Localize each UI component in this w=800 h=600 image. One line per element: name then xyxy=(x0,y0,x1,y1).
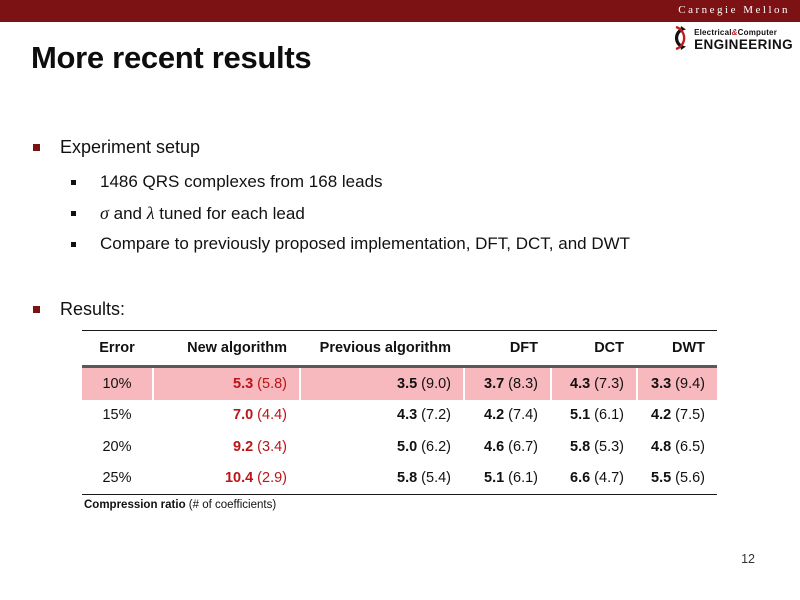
subbullet-compare: Compare to previously proposed implement… xyxy=(71,234,630,254)
error-cell: 25% xyxy=(102,470,132,487)
column-header-new-algorithm: New algorithm xyxy=(187,340,287,356)
value-cell: 6.6 (4.7) xyxy=(570,470,624,487)
error-cell: 15% xyxy=(102,407,132,424)
ece-logo-line1: Electrical&Computer xyxy=(694,28,778,38)
value-cell: 4.3 (7.3) xyxy=(552,368,636,400)
column-header-previous-algorithm: Previous algorithm xyxy=(319,340,451,356)
value-cell: 4.3 (7.2) xyxy=(397,407,451,424)
subbullet-sigma-lambda-label: σ and λ tuned for each lead xyxy=(100,203,305,223)
value-cell: 5.1 (6.1) xyxy=(484,470,538,487)
carnegie-mellon-wordmark: Carnegie Mellon xyxy=(678,4,790,16)
table-caption-rest: (# of coefficients) xyxy=(185,499,277,511)
bullet-results: Results: xyxy=(33,299,125,320)
subbullet-qrs-complexes-label: 1486 QRS complexes from 168 leads xyxy=(100,172,383,191)
lambda-symbol: λ xyxy=(146,203,155,223)
value-cell: 5.5 (5.6) xyxy=(651,470,705,487)
table-caption-bold: Compression ratio xyxy=(84,499,186,511)
value-cell: 3.7 (8.3) xyxy=(465,368,550,400)
value-cell: 7.0 (4.4) xyxy=(233,407,287,424)
bullet-square-icon xyxy=(71,211,76,216)
value-cell: 5.1 (6.1) xyxy=(570,407,624,424)
bullet-square-icon xyxy=(33,144,40,151)
error-cell: 10% xyxy=(82,368,152,400)
page-number: 12 xyxy=(741,552,755,566)
value-cell: 3.3 (9.4) xyxy=(638,368,717,400)
value-cell: 3.5 (9.0) xyxy=(301,368,463,400)
bullet-experiment-setup-label: Experiment setup xyxy=(60,137,201,157)
bullet-square-icon xyxy=(71,180,76,185)
subbullet-compare-label: Compare to previously proposed implement… xyxy=(100,234,631,253)
table-row-20%: 20% 9.2 (3.4) 5.0 (6.2) 4.6 (6.7) 5.8 (5.3) 4.8 (6… xyxy=(82,431,717,463)
column-header-dwt: DWT xyxy=(671,340,705,356)
results-table-header-row: Error New algorithm Previous algorithm DFT D… xyxy=(82,331,717,368)
table-row-15%: 15% 7.0 (4.4) 4.3 (7.2) 4.2 (7.4) 5.1 (6.1) 4.2 (7… xyxy=(82,400,717,432)
results-table: Error New algorithm Previous algorithm DFT D… xyxy=(82,330,717,495)
value-cell: 4.8 (6.5) xyxy=(651,438,705,455)
value-cell: 9.2 (3.4) xyxy=(233,438,287,455)
value-cell: 5.0 (6.2) xyxy=(397,438,451,455)
column-header-error: Error xyxy=(99,340,135,356)
error-cell: 20% xyxy=(102,438,132,455)
table-caption: Compression ratio (# of coefficients) xyxy=(84,499,276,511)
bullet-experiment-setup: Experiment setup xyxy=(33,137,200,158)
top-banner: Carnegie Mellon xyxy=(0,0,800,22)
value-cell: 10.4 (2.9) xyxy=(224,470,287,487)
ece-arrows-icon xyxy=(669,25,694,56)
slide-title: More recent results xyxy=(31,40,312,75)
sigma-symbol: σ xyxy=(100,203,109,223)
table-row-10%: 10% 5.3 (5.8) 3.5 (9.0) 3.7 (8.3) 4.3 (7.3) 3.3 (9… xyxy=(82,368,717,400)
ece-logo-line2: ENGINEERING xyxy=(694,37,793,53)
value-cell: 5.8 (5.4) xyxy=(397,470,451,487)
value-cell: 4.2 (7.4) xyxy=(484,407,538,424)
results-table-body: 10% 5.3 (5.8) 3.5 (9.0) 3.7 (8.3) 4.3 (7.3) 3.3 (9… xyxy=(82,368,717,494)
value-cell: 4.2 (7.5) xyxy=(651,407,705,424)
bullet-square-icon xyxy=(71,242,76,247)
table-row-25%: 25% 10.4 (2.9) 5.8 (5.4) 5.1 (6.1) 6.6 (4.7) 5.5(… xyxy=(82,463,717,495)
value-cell: 5.8 (5.3) xyxy=(570,438,624,455)
subbullet-qrs-complexes: 1486 QRS complexes from 168 leads xyxy=(71,172,383,192)
column-header-dct: DCT xyxy=(594,340,624,356)
bullet-square-icon xyxy=(33,306,40,313)
ece-logo: Electrical&Computer ENGINEERING xyxy=(669,25,793,56)
subbullet-sigma-lambda: σ and λ tuned for each lead xyxy=(71,203,305,224)
value-cell: 4.6 (6.7) xyxy=(484,438,538,455)
column-header-dft: DFT xyxy=(509,340,538,356)
bullet-results-label: Results: xyxy=(60,299,126,319)
ece-logo-ampersand: & xyxy=(731,28,738,38)
value-cell: 5.3 (5.8) xyxy=(154,368,299,400)
ece-logo-text: Electrical&Computer ENGINEERING xyxy=(694,29,793,52)
